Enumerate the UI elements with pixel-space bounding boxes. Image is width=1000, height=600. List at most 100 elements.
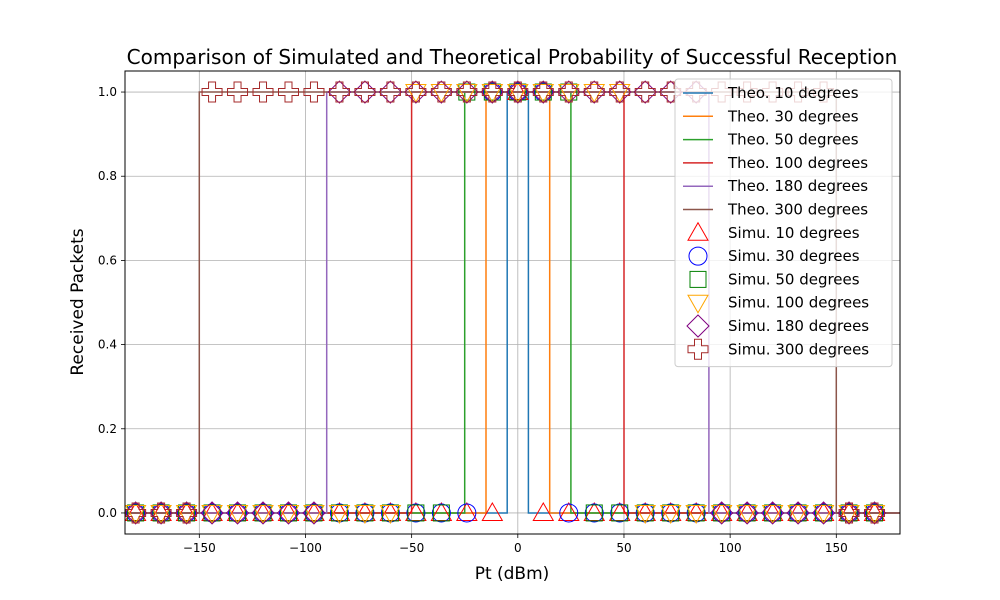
simu-point bbox=[227, 81, 249, 103]
simu-point bbox=[405, 81, 427, 103]
simu-point bbox=[406, 503, 426, 523]
legend-label: Simu. 100 degrees bbox=[728, 294, 869, 312]
simu-point bbox=[407, 504, 425, 522]
simu-point bbox=[557, 501, 580, 521]
simu-point bbox=[225, 501, 250, 525]
legend-label: Theo. 180 degrees bbox=[727, 177, 868, 195]
simu-point bbox=[481, 84, 504, 104]
simu-point bbox=[303, 81, 325, 103]
simu-point bbox=[150, 504, 172, 524]
simu-point bbox=[608, 84, 631, 104]
x-tick-label: −100 bbox=[289, 541, 322, 555]
simu-point bbox=[201, 504, 223, 524]
simu-point bbox=[226, 501, 249, 521]
simu-point bbox=[609, 81, 631, 103]
simu-point bbox=[124, 504, 147, 524]
legend-label: Simu. 300 degrees bbox=[728, 340, 869, 358]
plot-frame bbox=[124, 70, 901, 535]
simu-point bbox=[124, 501, 147, 521]
chart-title: Comparison of Simulated and Theoretical … bbox=[127, 45, 898, 69]
simu-point bbox=[838, 502, 860, 524]
legend-marker-swatch bbox=[687, 338, 709, 360]
simu-point bbox=[125, 502, 147, 524]
theo-line-6 bbox=[125, 91, 900, 514]
simu-series-4 bbox=[124, 84, 886, 524]
simu-point bbox=[252, 501, 274, 521]
simu-point bbox=[838, 504, 860, 524]
legend-item: Simu. 300 degrees bbox=[687, 338, 869, 360]
simu-point bbox=[532, 84, 555, 104]
simu-point bbox=[379, 501, 402, 521]
simu-point bbox=[276, 501, 301, 525]
x-tick-label: 150 bbox=[825, 541, 848, 555]
simu-point bbox=[710, 504, 733, 524]
x-tick-label: −50 bbox=[399, 541, 424, 555]
simu-point bbox=[761, 501, 784, 521]
legend-marker-swatch bbox=[687, 294, 709, 314]
simu-point bbox=[455, 501, 478, 521]
simu-point bbox=[634, 81, 656, 103]
simu-point bbox=[811, 501, 836, 525]
simu-point bbox=[150, 501, 172, 521]
legend-label: Theo. 100 degrees bbox=[727, 154, 868, 172]
simu-point bbox=[226, 504, 249, 524]
simu-point bbox=[430, 84, 453, 104]
simu-point bbox=[277, 501, 300, 521]
legend-box bbox=[674, 78, 893, 368]
legend-item: Theo. 10 degrees bbox=[683, 84, 859, 102]
legend-item: Simu. 50 degrees bbox=[689, 270, 860, 288]
simu-point bbox=[506, 84, 529, 104]
x-tick-label: 50 bbox=[616, 541, 631, 555]
simu-point bbox=[328, 504, 351, 524]
simu-point bbox=[787, 504, 809, 524]
simu-point bbox=[431, 503, 451, 523]
simu-point bbox=[760, 501, 785, 525]
simu-point bbox=[379, 504, 402, 524]
simu-point bbox=[532, 81, 554, 103]
legend-item: Theo. 30 degrees bbox=[683, 107, 859, 125]
simu-point bbox=[583, 84, 606, 104]
simu-point bbox=[710, 501, 733, 521]
simu-point bbox=[812, 501, 835, 521]
simu-point bbox=[559, 503, 579, 523]
simu-point bbox=[761, 504, 784, 524]
simu-point bbox=[354, 501, 376, 521]
legend: Theo. 10 degrees Theo. 30 degrees Theo. 50… bbox=[674, 78, 893, 368]
simu-point bbox=[659, 504, 682, 524]
simu-point bbox=[634, 504, 657, 524]
simu-point bbox=[302, 501, 326, 525]
y-tick-label: 0.0 bbox=[98, 506, 117, 520]
legend-item: Theo. 100 degrees bbox=[683, 154, 868, 172]
x-axis-label: Pt (dBm) bbox=[475, 564, 550, 584]
y-tick-label: 0.6 bbox=[98, 253, 117, 267]
simu-point bbox=[608, 501, 631, 521]
y-tick-label: 1.0 bbox=[98, 85, 117, 99]
simu-point bbox=[354, 504, 376, 524]
simu-point bbox=[201, 81, 223, 103]
y-tick-label: 0.8 bbox=[98, 169, 117, 183]
simu-point bbox=[634, 501, 657, 521]
simu-point bbox=[456, 81, 478, 103]
simu-point bbox=[532, 501, 555, 521]
simu-point bbox=[481, 81, 503, 103]
legend-label: Simu. 180 degrees bbox=[728, 317, 869, 335]
legend-marker-swatch bbox=[686, 314, 710, 338]
simu-point bbox=[583, 81, 605, 103]
simu-point bbox=[585, 504, 603, 522]
simu-point bbox=[584, 503, 604, 523]
simu-point bbox=[685, 501, 708, 521]
simu-point bbox=[328, 81, 350, 103]
simu-point bbox=[354, 81, 376, 103]
simu-point bbox=[660, 81, 682, 103]
simu-point bbox=[379, 81, 401, 103]
simu-point bbox=[838, 501, 860, 521]
legend-label: Theo. 10 degrees bbox=[727, 84, 859, 102]
simu-point bbox=[659, 501, 682, 521]
legend-item: Simu. 30 degrees bbox=[688, 246, 860, 266]
simu-point bbox=[736, 504, 758, 524]
simu-point bbox=[303, 504, 325, 524]
simu-point bbox=[328, 501, 351, 521]
legend-item: Simu. 180 degrees bbox=[686, 314, 869, 338]
x-tick-label: −150 bbox=[183, 541, 216, 555]
